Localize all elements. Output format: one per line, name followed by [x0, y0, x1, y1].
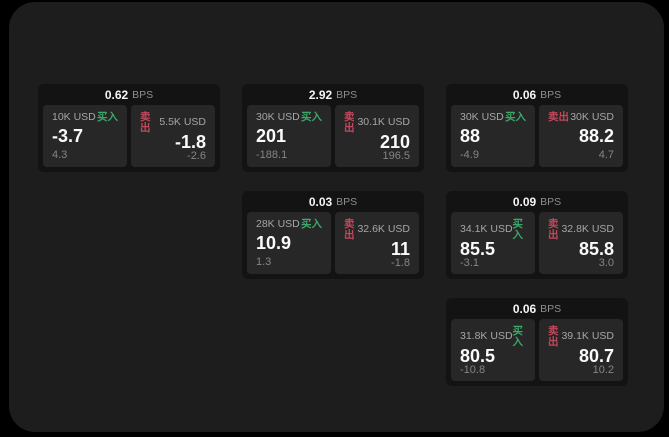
- buy-sub-value: -10.8: [460, 364, 486, 376]
- bps-suffix: BPS: [540, 195, 562, 208]
- sell-sub-value: 3.0: [598, 257, 614, 269]
- buy-price: 88: [460, 126, 481, 147]
- sell-label: 卖出: [140, 111, 151, 134]
- buy-panel[interactable]: 31.8K USD 买入 80.5 -10.8: [451, 319, 535, 381]
- buy-sub-value: 1.3: [256, 256, 272, 268]
- buy-amount: 31.8K USD: [460, 330, 513, 343]
- bps-suffix: BPS: [540, 302, 562, 315]
- buy-amount: 30K USD: [460, 111, 504, 123]
- bps-suffix: BPS: [336, 88, 358, 101]
- buy-label: 买入: [505, 111, 526, 123]
- spread-card-5: 0.09 BPS 34.1K USD 买入 85.5 -3.1 卖出 32.8K…: [446, 191, 628, 279]
- bps-value: 0.06: [512, 301, 537, 316]
- sell-amount: 30.1K USD: [357, 116, 410, 129]
- sell-panel[interactable]: 卖出 30.1K USD 210 196.5: [335, 105, 419, 167]
- card-body: 34.1K USD 买入 85.5 -3.1 卖出 32.8K USD 85.8…: [446, 212, 628, 274]
- bps-header: 0.06 BPS: [446, 298, 628, 319]
- card-body: 30K USD 买入 88 -4.9 卖出 30K USD 88.2 4.7: [446, 105, 628, 167]
- bps-value: 2.92: [308, 87, 333, 102]
- sell-panel[interactable]: 卖出 32.8K USD 85.8 3.0: [539, 212, 623, 274]
- buy-label: 买入: [512, 218, 524, 241]
- sell-sub-value: -1.8: [391, 257, 410, 269]
- sell-sub-value: 196.5: [382, 150, 410, 162]
- spread-card-3: 0.06 BPS 30K USD 买入 88 -4.9 卖出 30K USD 8…: [446, 84, 628, 172]
- buy-panel[interactable]: 30K USD 买入 201 -188.1: [247, 105, 331, 167]
- buy-price: 80.5: [460, 346, 496, 366]
- sell-sub-value: 4.7: [598, 149, 614, 161]
- sell-label: 卖出: [344, 111, 355, 134]
- sell-sub-value: 10.2: [592, 364, 614, 376]
- buy-price: 10.9: [256, 233, 292, 254]
- sell-panel[interactable]: 卖出 39.1K USD 80.7 10.2: [539, 319, 623, 381]
- buy-panel[interactable]: 30K USD 买入 88 -4.9: [451, 105, 535, 167]
- sell-amount: 32.6K USD: [357, 223, 410, 236]
- buy-panel[interactable]: 28K USD 买入 10.9 1.3: [247, 212, 331, 274]
- sell-price: 88.2: [578, 126, 614, 147]
- buy-panel[interactable]: 34.1K USD 买入 85.5 -3.1: [451, 212, 535, 274]
- buy-label: 买入: [301, 218, 322, 230]
- sell-price: 85.8: [578, 239, 614, 259]
- buy-sub-value: -188.1: [256, 149, 288, 161]
- sell-amount: 30K USD: [570, 111, 614, 123]
- bps-header: 0.62 BPS: [38, 84, 220, 105]
- card-body: 28K USD 买入 10.9 1.3 卖出 32.6K USD 11 -1.8: [242, 212, 424, 274]
- sell-price: 210: [379, 132, 410, 152]
- buy-price: 85.5: [460, 239, 496, 259]
- buy-label: 买入: [301, 111, 322, 123]
- buy-label: 买入: [97, 111, 118, 123]
- bps-suffix: BPS: [540, 88, 562, 101]
- sell-sub-value: -2.6: [187, 150, 206, 162]
- spread-card-6: 0.06 BPS 31.8K USD 买入 80.5 -10.8 卖出 39.1…: [446, 298, 628, 386]
- bps-header: 2.92 BPS: [242, 84, 424, 105]
- sell-label: 卖出: [344, 218, 355, 241]
- bps-value: 0.06: [512, 87, 537, 102]
- card-body: 31.8K USD 买入 80.5 -10.8 卖出 39.1K USD 80.…: [446, 319, 628, 381]
- spread-card-4: 0.03 BPS 28K USD 买入 10.9 1.3 卖出 32.6K US…: [242, 191, 424, 279]
- sell-amount: 39.1K USD: [561, 330, 614, 343]
- buy-amount: 30K USD: [256, 111, 300, 123]
- bps-suffix: BPS: [336, 195, 358, 208]
- sell-price: 11: [390, 239, 410, 259]
- bps-suffix: BPS: [132, 88, 154, 101]
- sell-amount: 32.8K USD: [561, 223, 614, 236]
- sell-label: 卖出: [548, 218, 559, 241]
- bps-header: 0.03 BPS: [242, 191, 424, 212]
- sell-label: 卖出: [548, 111, 569, 123]
- sell-price: 80.7: [578, 346, 614, 366]
- buy-panel[interactable]: 10K USD 买入 -3.7 4.3: [43, 105, 127, 167]
- sell-panel[interactable]: 卖出 5.5K USD -1.8 -2.6: [131, 105, 215, 167]
- sell-amount: 5.5K USD: [159, 116, 206, 129]
- card-body: 30K USD 买入 201 -188.1 卖出 30.1K USD 210 1…: [242, 105, 424, 167]
- sell-price: -1.8: [174, 132, 206, 152]
- sell-panel[interactable]: 卖出 32.6K USD 11 -1.8: [335, 212, 419, 274]
- buy-sub-value: -4.9: [460, 149, 479, 161]
- buy-sub-value: -3.1: [460, 257, 479, 269]
- buy-price: -3.7: [52, 126, 84, 147]
- sell-panel[interactable]: 卖出 30K USD 88.2 4.7: [539, 105, 623, 167]
- card-body: 10K USD 买入 -3.7 4.3 卖出 5.5K USD -1.8 -2.…: [38, 105, 220, 167]
- bps-value: 0.62: [104, 87, 129, 102]
- buy-amount: 34.1K USD: [460, 223, 513, 236]
- main-panel: 0.62 BPS 10K USD 买入 -3.7 4.3 卖出 5.5K USD…: [9, 2, 664, 432]
- spread-card-1: 0.62 BPS 10K USD 买入 -3.7 4.3 卖出 5.5K USD…: [38, 84, 220, 172]
- spread-card-2: 2.92 BPS 30K USD 买入 201 -188.1 卖出 30.1K …: [242, 84, 424, 172]
- bps-value: 0.03: [308, 194, 333, 209]
- bps-header: 0.09 BPS: [446, 191, 628, 212]
- buy-amount: 28K USD: [256, 218, 300, 230]
- buy-price: 201: [256, 126, 287, 147]
- bps-value: 0.09: [512, 194, 537, 209]
- bps-header: 0.06 BPS: [446, 84, 628, 105]
- sell-label: 卖出: [548, 325, 559, 348]
- buy-sub-value: 4.3: [52, 149, 68, 161]
- buy-label: 买入: [512, 325, 524, 348]
- buy-amount: 10K USD: [52, 111, 96, 123]
